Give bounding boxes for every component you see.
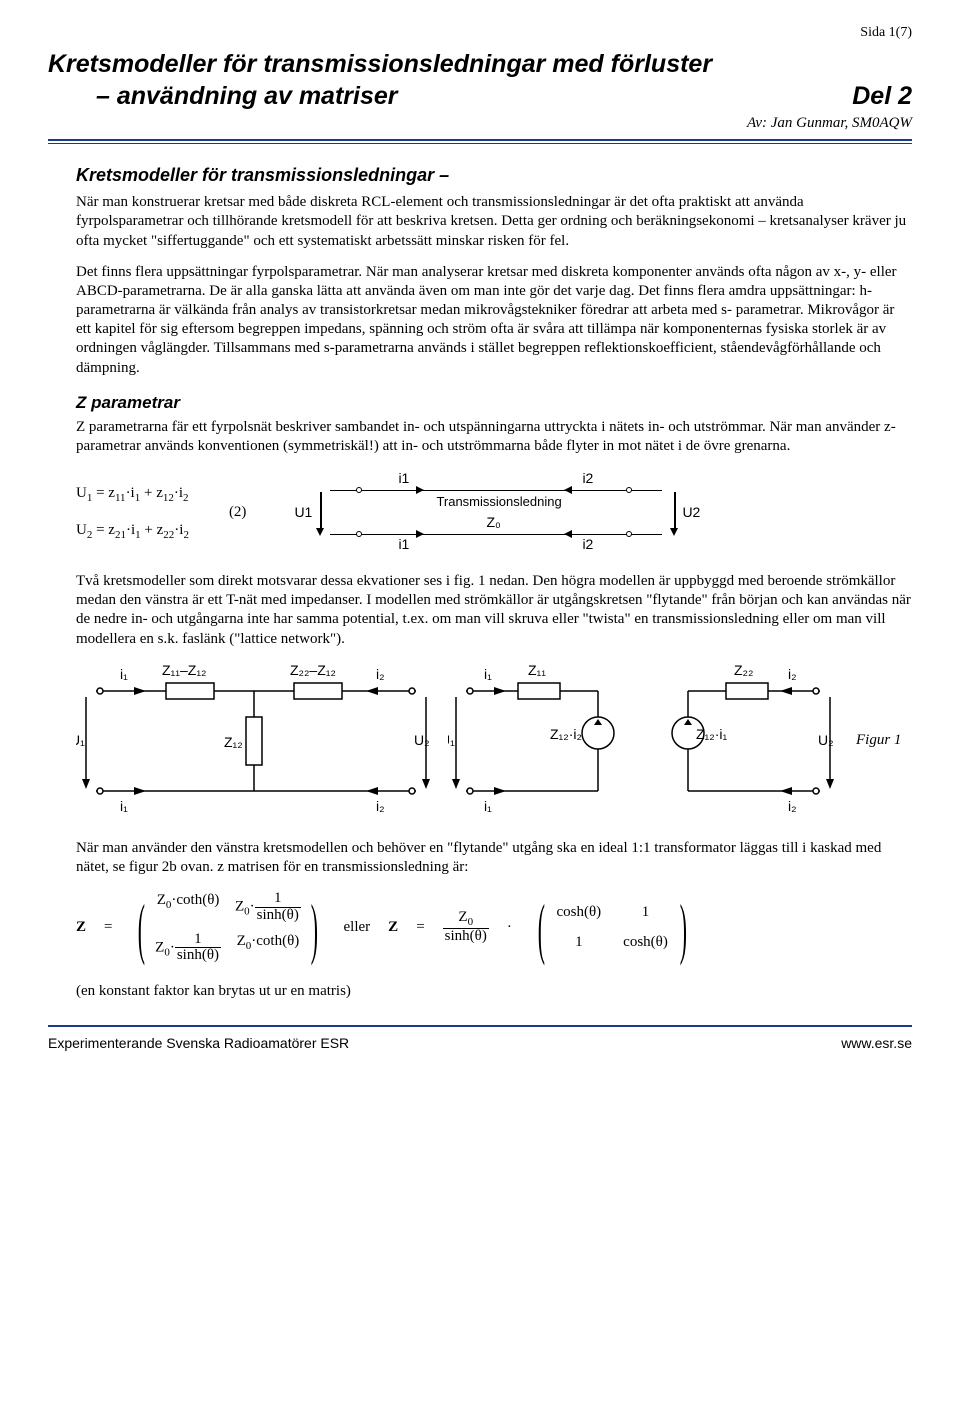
tl-i1-top: i1 [398, 470, 409, 488]
svg-text:Z₂₂: Z₂₂ [734, 662, 753, 678]
tl-U1: U1 [294, 504, 312, 522]
factor-frac: Z0 sinh(θ) [443, 910, 489, 945]
section2-p1: Z parametrarna fär ett fyrpolsnät beskri… [76, 418, 912, 456]
figure1-row: i₁ i₂ i₁ i₂ U₁ U₂ Z₁₁–Z₁₂ Z₂₂–Z₁₂ Z₁₂ [76, 661, 912, 821]
equation-and-diagram-row: U1 = z11·i1 + z12·i2 U2 = z21·i1 + z22·i… [76, 468, 912, 558]
circuit-dependent-sources: i₁ i₂ i₁ i₂ U₁ U₂ Z₁₁ Z₂₂ Z₁₂·i₂ Z₁₂·i₁ [448, 661, 838, 821]
section2-p2: Två kretsmodeller som direkt motsvarar d… [76, 572, 912, 649]
svg-text:Z₁₁: Z₁₁ [528, 662, 546, 678]
figure1-label: Figur 1 [856, 731, 901, 750]
title-line1: Kretsmodeller för transmissionsledningar… [48, 48, 912, 80]
footer-left: Experimenterande Svenska Radioamatörer E… [48, 1035, 349, 1053]
tl-U2: U2 [682, 504, 700, 522]
eller: eller [344, 918, 371, 937]
svg-text:U₁: U₁ [448, 732, 455, 748]
svg-text:i₁: i₁ [120, 798, 128, 814]
svg-text:U₂: U₂ [818, 732, 834, 748]
matrix-equations: Z = ( Z0·coth(θ) Z0·1sinh(θ) Z0·1sinh(θ)… [76, 891, 912, 964]
svg-text:U₂: U₂ [414, 732, 430, 748]
title-line2: – användning av matriser [48, 80, 398, 112]
tl-i2-bot: i2 [582, 536, 593, 554]
section1-p2: Det finns flera uppsättningar fyrpolspar… [76, 263, 912, 378]
section2-title: Z parametrar [76, 392, 912, 414]
tl-Z0: Z₀ [486, 514, 500, 532]
equals: = [104, 918, 112, 937]
svg-text:Z₂₂–Z₁₂: Z₂₂–Z₁₂ [290, 662, 336, 678]
matrix-full: ( Z0·coth(θ) Z0·1sinh(θ) Z0·1sinh(θ) Z0·… [130, 891, 325, 964]
Z-symbol: Z [76, 918, 86, 937]
svg-text:i₂: i₂ [788, 798, 797, 814]
z-equations: U1 = z11·i1 + z12·i2 U2 = z21·i1 + z22·i… [76, 480, 189, 546]
svg-text:i₁: i₁ [484, 798, 492, 814]
section1-p1: När man konstruerar kretsar med både dis… [76, 193, 912, 251]
title-part: Del 2 [852, 80, 912, 112]
tl-title: Transmissionsledning [436, 494, 561, 511]
tl-i1-bot: i1 [398, 536, 409, 554]
footer: Experimenterande Svenska Radioamatörer E… [48, 1035, 912, 1053]
section1-title: Kretsmodeller för transmissionsledningar… [76, 164, 912, 187]
svg-text:i₂: i₂ [376, 666, 385, 682]
section2-p3: När man använder den vänstra kretsmodell… [76, 839, 912, 877]
equation-number: (2) [213, 503, 263, 522]
section2-p4: (en konstant faktor kan brytas ut ur en … [76, 982, 912, 1001]
svg-text:i₂: i₂ [788, 666, 797, 682]
svg-text:i₁: i₁ [120, 666, 128, 682]
svg-text:i₁: i₁ [484, 666, 492, 682]
author: Av: Jan Gunmar, SM0AQW [48, 114, 912, 133]
tl-i2-top: i2 [582, 470, 593, 488]
footer-rule [48, 1025, 912, 1027]
svg-text:Z₁₁–Z₁₂: Z₁₁–Z₁₂ [162, 662, 207, 678]
matrix-factored: ( cosh(θ) 1 1 cosh(θ) ) [530, 900, 695, 956]
header-rule-thick [48, 139, 912, 141]
equals-2: = [416, 918, 424, 937]
svg-text:Z₁₂·i₁: Z₁₂·i₁ [696, 726, 727, 742]
svg-text:Z₁₂·i₂: Z₁₂·i₂ [550, 726, 582, 742]
footer-right: www.esr.se [841, 1035, 912, 1053]
page-number: Sida 1(7) [48, 24, 912, 42]
svg-text:U₁: U₁ [76, 732, 85, 748]
circuit-t-network: i₁ i₂ i₁ i₂ U₁ U₂ Z₁₁–Z₁₂ Z₂₂–Z₁₂ Z₁₂ [76, 661, 436, 821]
Z-symbol-2: Z [388, 918, 398, 937]
svg-text:i₂: i₂ [376, 798, 385, 814]
header-rule-thin [48, 143, 912, 144]
svg-text:Z₁₂: Z₁₂ [224, 734, 243, 750]
title-block: Kretsmodeller för transmissionsledningar… [48, 48, 912, 133]
transmission-line-diagram: i1 i2 i1 i2 U1 U2 Transmissionsledning Z… [286, 468, 706, 558]
content: Kretsmodeller för transmissionsledningar… [48, 164, 912, 1001]
